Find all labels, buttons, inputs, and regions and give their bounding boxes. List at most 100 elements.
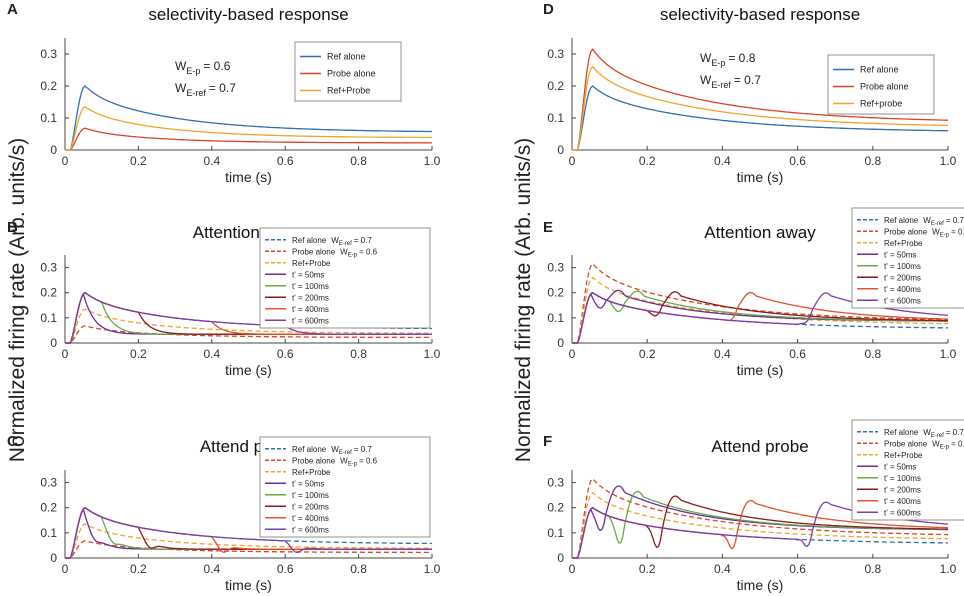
legend-weight-subscript: E-p	[348, 461, 358, 467]
y-tick-label: 0	[557, 551, 564, 565]
series-line-t-600ms	[65, 506, 432, 559]
legend-label: Probe alone	[327, 69, 376, 79]
legend-name: t' = 50ms	[884, 462, 916, 471]
legend-weight-subscript: E-p	[348, 252, 358, 258]
legend-name: t' = 200ms	[292, 293, 329, 302]
x-tick-label: 1.0	[424, 154, 441, 168]
legend-name: Ref alone	[292, 236, 327, 245]
weight-symbol: W	[700, 73, 712, 87]
panel-title: Attend probe	[711, 437, 808, 456]
legend-name: Ref alone	[327, 52, 366, 62]
x-tick-label: 0.2	[130, 347, 147, 361]
x-tick-label: 0.8	[864, 154, 881, 168]
legend-weight-value: = 0.7	[354, 236, 373, 245]
y-tick-label: 0.1	[547, 111, 564, 125]
weight-symbol: W	[175, 81, 187, 95]
legend-box	[259, 436, 431, 538]
legend-weight-subscript: E-p	[940, 444, 950, 450]
series-line-ref-alone	[65, 85, 432, 151]
legend-weight-subscript: E-p	[940, 232, 950, 238]
series-line-probe-alone	[65, 325, 432, 344]
x-tick-label: 0.4	[714, 562, 731, 576]
legend-box	[851, 419, 964, 521]
legend-weight-symbol: W	[923, 216, 931, 225]
legend-label: t' = 200ms	[884, 485, 921, 494]
series-line-ref-alone	[572, 506, 948, 559]
legend-label: Ref alone	[327, 52, 366, 62]
x-tick-label: 0.4	[203, 562, 220, 576]
legend-name: t' = 600ms	[292, 525, 329, 534]
legend-label: Ref+probe	[860, 99, 902, 109]
series-line-ref-probe	[572, 276, 948, 344]
legend-name: Ref alone	[860, 65, 899, 75]
legend-name: t' = 400ms	[884, 285, 921, 294]
y-tick-label: 0.3	[547, 261, 564, 275]
x-tick-label: 0.4	[203, 347, 220, 361]
right-y-axis-label: Normalized firing rate (Arb. units/s)	[512, 138, 535, 462]
legend-weight-symbol: W	[932, 439, 940, 448]
legend-weight-symbol: W	[331, 445, 339, 454]
x-tick-label: 0.2	[639, 562, 656, 576]
weight-label: WE-ref = 0.7	[700, 73, 761, 90]
legend-label: Ref+Probe	[292, 259, 331, 268]
x-tick-label: 0	[62, 154, 69, 168]
legend-label: t' = 50ms	[292, 479, 324, 488]
legend-label: t' = 400ms	[884, 285, 921, 294]
y-tick-label: 0.3	[40, 47, 57, 61]
x-tick-label: 0.8	[350, 562, 367, 576]
weight-symbol: W	[175, 59, 187, 73]
panel-letter: D	[543, 1, 554, 18]
legend-weight-value: = 0.8	[951, 439, 964, 448]
legend-name: t' = 50ms	[292, 479, 324, 488]
x-axis-label: time (s)	[737, 577, 784, 593]
panel-title: selectivity-based response	[660, 5, 860, 24]
x-axis-label: time (s)	[737, 362, 784, 378]
legend-label: Ref+Probe	[884, 239, 923, 248]
legend-label: t' = 600ms	[884, 508, 921, 517]
legend-label: t' = 50ms	[884, 250, 916, 259]
x-tick-label: 0.8	[864, 347, 881, 361]
legend-name: Probe alone	[327, 69, 376, 79]
series-line-t-100ms	[572, 490, 948, 559]
legend-name: Ref+probe	[860, 99, 902, 109]
legend-label: t' = 400ms	[292, 514, 329, 523]
y-tick-label: 0.3	[40, 261, 57, 275]
weight-label: WE-p = 0.6	[175, 59, 231, 76]
legend-label: t' = 100ms	[292, 491, 329, 500]
x-tick-label: 0.8	[864, 562, 881, 576]
x-tick-label: 1.0	[940, 562, 957, 576]
legend-name: t' = 100ms	[884, 262, 921, 271]
y-tick-label: 0.3	[40, 476, 57, 490]
x-tick-label: 0.8	[350, 154, 367, 168]
legend-label: t' = 600ms	[884, 296, 921, 305]
series-line-t-600ms	[65, 291, 432, 344]
x-tick-label: 0.4	[203, 154, 220, 168]
legend-label: Ref+Probe	[884, 451, 923, 460]
legend-label: t' = 600ms	[292, 525, 329, 534]
legend-label: t' = 200ms	[292, 293, 329, 302]
legend-label: Ref+Probe	[327, 86, 370, 96]
weight-label: WE-p = 0.8	[700, 51, 756, 68]
legend-weight-value: = 0.6	[359, 456, 378, 465]
legend-weight-subscript: E-ref	[931, 221, 944, 227]
legend-label: t' = 400ms	[884, 497, 921, 506]
legend-name: Probe alone	[292, 247, 336, 256]
legend-label: t' = 100ms	[292, 282, 329, 291]
x-tick-label: 0.2	[639, 154, 656, 168]
legend-weight-value: = 0.7	[946, 428, 964, 437]
weight-subscript: E-ref	[186, 88, 206, 98]
legend: Ref alone Probe alone Ref+Probe	[294, 41, 402, 102]
legend-weight-value: = 0.6	[359, 247, 378, 256]
legend-label: Ref alone WE-ref = 0.7	[884, 428, 964, 439]
x-tick-label: 0	[569, 347, 576, 361]
legend-label: Ref alone WE-ref = 0.7	[292, 236, 372, 247]
legend-weight-symbol: W	[331, 236, 339, 245]
legend-label: t' = 100ms	[884, 474, 921, 483]
legend-name: t' = 100ms	[292, 282, 329, 291]
